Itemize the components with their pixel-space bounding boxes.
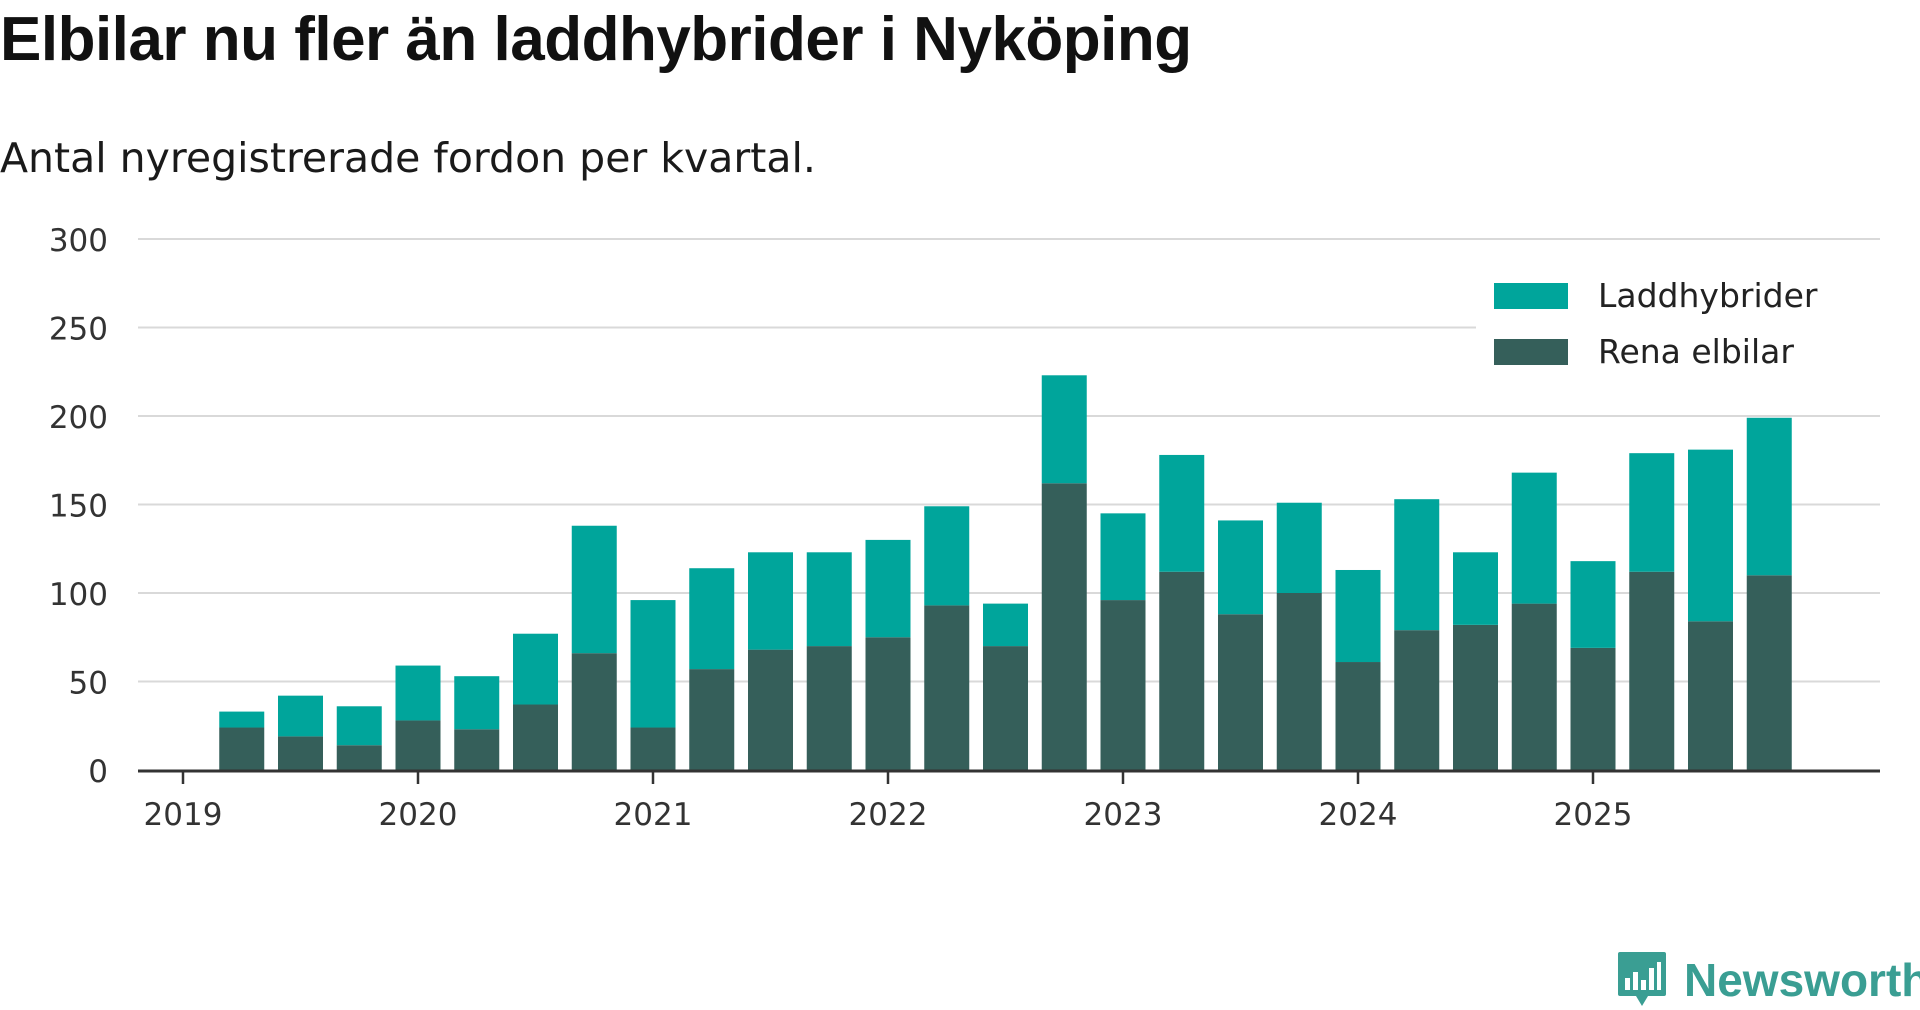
bar-laddhybrider [689, 568, 735, 670]
bar-laddhybrider [983, 603, 1028, 647]
bar-rena-elbilar [1394, 630, 1440, 770]
bar-rena-elbilar [1218, 614, 1263, 770]
x-tick-label: 2020 [379, 797, 458, 833]
bar-laddhybrider [571, 525, 617, 654]
bar-rena-elbilar [1159, 571, 1205, 770]
bar-laddhybrider [924, 506, 970, 606]
bar-rena-elbilar [1335, 662, 1381, 770]
bar-laddhybrider [278, 695, 323, 737]
chart-title: Elbilar nu fler än laddhybrider i Nyköpi… [0, 5, 1192, 74]
bar-rena-elbilar [983, 646, 1028, 770]
bar-laddhybrider [806, 552, 852, 647]
bar-laddhybrider [336, 706, 382, 746]
bar-laddhybrider [1453, 552, 1498, 625]
bar-rena-elbilar [1688, 621, 1733, 770]
bar-laddhybrider [1746, 417, 1792, 576]
bar-rena-elbilar [278, 736, 323, 770]
bar-laddhybrider [1688, 449, 1733, 622]
bar-laddhybrider [630, 600, 676, 728]
bar-laddhybrider [1570, 561, 1616, 648]
legend-swatch [1494, 339, 1568, 365]
bar-rena-elbilar [689, 669, 735, 770]
bar-laddhybrider [748, 552, 793, 650]
bar-rena-elbilar [395, 720, 441, 770]
bar-rena-elbilar [219, 727, 265, 770]
x-tick-label: 2019 [144, 797, 223, 833]
bar-laddhybrider [513, 633, 558, 705]
axes: 0 50 100 150 200 250 300 2019 2020 2021 2022 2023 20… [49, 223, 1880, 833]
bar-rena-elbilar [748, 649, 793, 770]
bar-rena-elbilar [924, 605, 970, 770]
y-tick-label: 300 [49, 223, 108, 259]
x-tick-label: 2021 [614, 797, 693, 833]
legend-swatch [1494, 283, 1568, 309]
bar-laddhybrider [395, 665, 441, 721]
y-tick-label: 50 [69, 666, 108, 702]
brand: Newsworthy [1616, 950, 1920, 1010]
legend: Laddhybrider Rena elbilar [1476, 272, 1882, 380]
bar-rena-elbilar [1453, 624, 1498, 770]
x-tick-label: 2022 [849, 797, 928, 833]
bar-laddhybrider [1218, 520, 1263, 615]
bar-rena-elbilar [1276, 593, 1322, 770]
y-tick-label: 150 [49, 489, 108, 525]
bar-laddhybrider [1041, 375, 1087, 484]
bar-rena-elbilar [1746, 575, 1792, 770]
bar-rena-elbilar [1041, 483, 1087, 770]
bar-rena-elbilar [571, 653, 617, 770]
bars [219, 375, 1792, 770]
bar-laddhybrider [1629, 453, 1675, 572]
bar-rena-elbilar [630, 727, 676, 770]
y-tick-label: 250 [49, 312, 108, 348]
bar-rena-elbilar [1570, 647, 1616, 770]
bar-laddhybrider [1100, 513, 1146, 601]
bar-laddhybrider [1511, 472, 1557, 604]
x-tick-label: 2025 [1554, 797, 1633, 833]
bar-laddhybrider [1394, 499, 1440, 631]
bar-rena-elbilar [336, 745, 382, 770]
bar-rena-elbilar [1511, 603, 1557, 770]
x-tick-label: 2024 [1319, 797, 1398, 833]
chart-subtitle: Antal nyregistrerade fordon per kvartal. [0, 134, 816, 182]
y-tick-label: 0 [88, 754, 108, 790]
bar-rena-elbilar [806, 646, 852, 770]
legend-label: Laddhybrider [1598, 276, 1818, 315]
y-tick-label: 100 [49, 577, 108, 613]
x-tick-label: 2023 [1084, 797, 1163, 833]
bar-laddhybrider [865, 539, 911, 638]
bar-rena-elbilar [1100, 600, 1146, 770]
newsworthy-logo-icon [1618, 952, 1666, 1006]
bar-laddhybrider [1159, 454, 1205, 572]
bar-rena-elbilar [865, 637, 911, 770]
bar-laddhybrider [219, 711, 265, 728]
bar-laddhybrider [1276, 502, 1322, 593]
y-tick-label: 200 [49, 400, 108, 436]
bar-rena-elbilar [513, 704, 558, 770]
bar-rena-elbilar [1629, 571, 1675, 770]
brand-name: Newsworthy [1684, 954, 1920, 1006]
bar-laddhybrider [454, 676, 500, 730]
bar-laddhybrider [1335, 569, 1381, 663]
bar-rena-elbilar [454, 729, 500, 770]
legend-label: Rena elbilar [1598, 332, 1794, 371]
